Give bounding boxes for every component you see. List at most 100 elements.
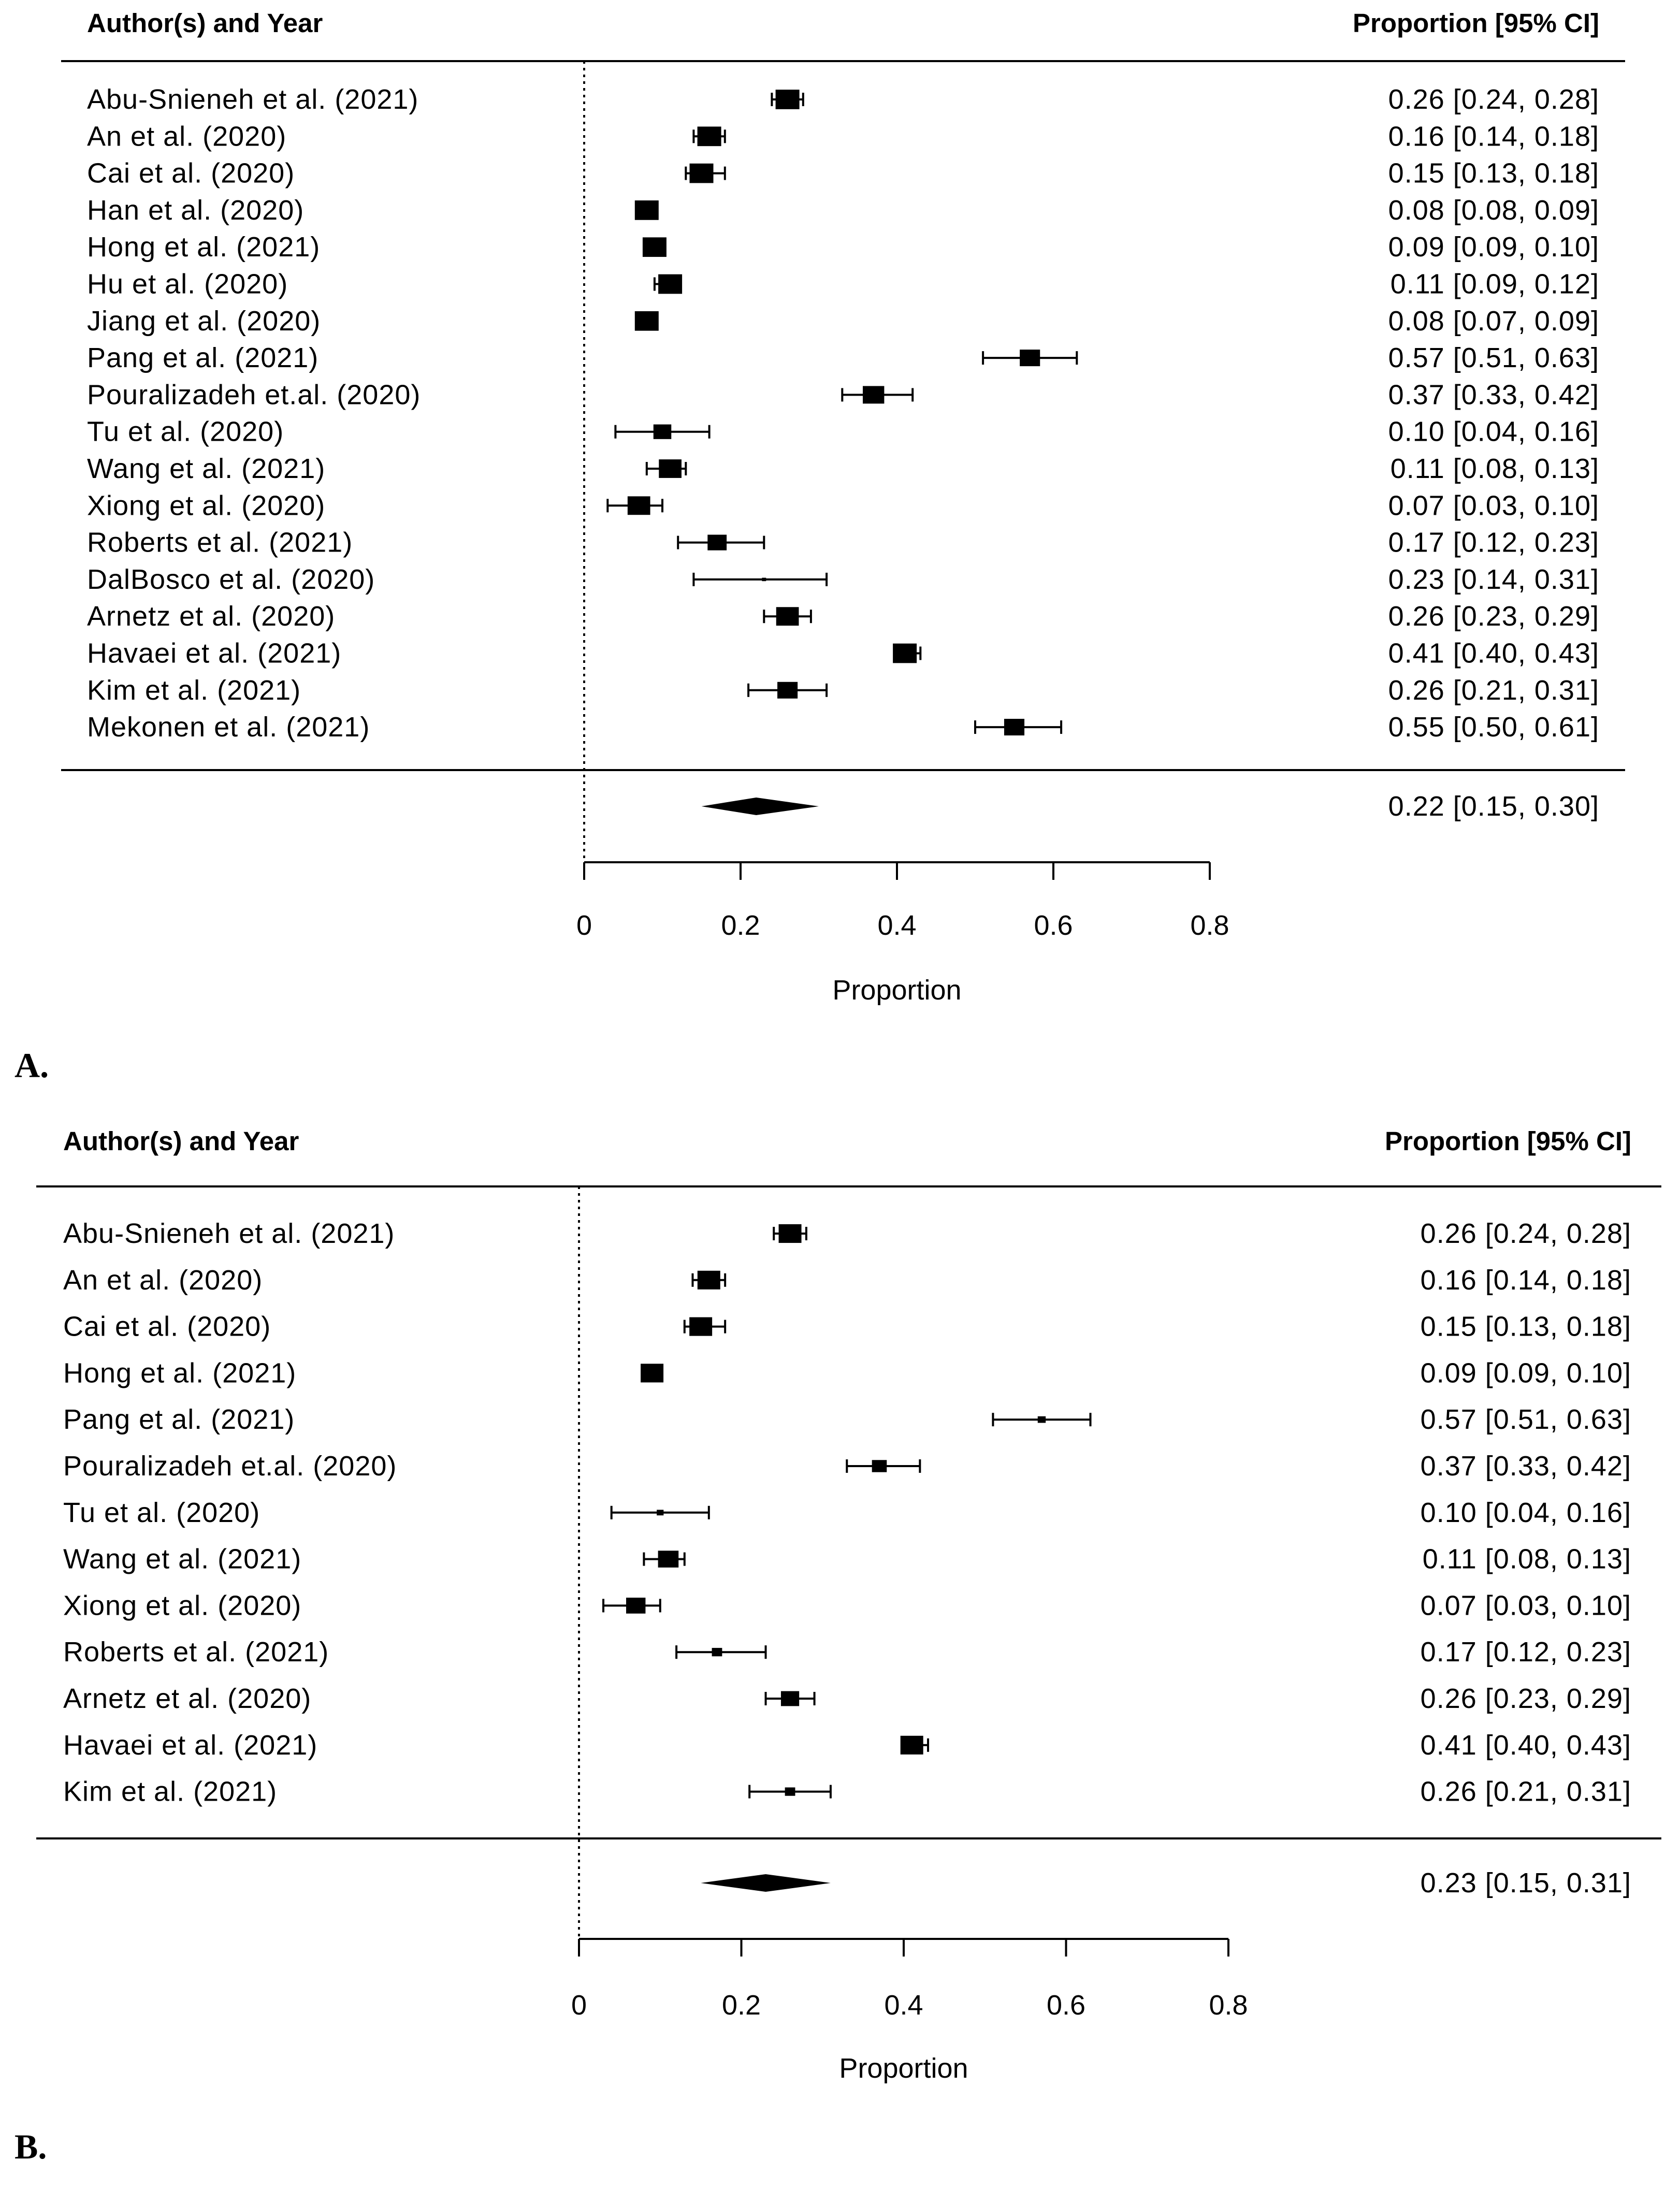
study-ci-text: 0.41 [0.40, 0.43]: [1388, 638, 1599, 669]
study-label: Xiong et al. (2020): [87, 490, 325, 521]
study-label: Hong et al. (2021): [63, 1357, 296, 1388]
study-label: Han et al. (2020): [87, 195, 304, 226]
study-row: Abu-Snieneh et al. (2021) 0.26 [0.24, 0.2…: [63, 1218, 1631, 1249]
study-label: Pouralizadeh et.al. (2020): [87, 379, 421, 410]
study-ci-text: 0.26 [0.24, 0.28]: [1421, 1218, 1631, 1249]
point-estimate-square: [641, 1364, 664, 1383]
study-row: Jiang et al. (2020) 0.08 [0.07, 0.09]: [87, 306, 1599, 337]
study-row: Pouralizadeh et.al. (2020) 0.37 [0.33, 0.…: [63, 1451, 1631, 1482]
study-label: Abu-Snieneh et al. (2021): [63, 1218, 395, 1249]
point-estimate-square: [712, 1648, 722, 1657]
forest-plot-panel-b: Author(s) and Year Proportion [95% CI] Abu…: [15, 1126, 1661, 2166]
point-estimate-square: [658, 274, 683, 294]
study-label: Xiong et al. (2020): [63, 1590, 301, 1621]
study-ci-text: 0.10 [0.04, 0.16]: [1421, 1497, 1631, 1528]
x-axis-title: Proportion: [839, 2053, 968, 2084]
study-row: An et al. (2020) 0.16 [0.14, 0.18]: [63, 1265, 1631, 1296]
study-row: Han et al. (2020) 0.08 [0.08, 0.09]: [87, 195, 1599, 226]
study-row: Arnetz et al. (2020) 0.26 [0.23, 0.29]: [63, 1683, 1631, 1714]
study-label: Roberts et al. (2021): [63, 1636, 329, 1668]
study-row: Hong et al. (2021) 0.09 [0.09, 0.10]: [87, 231, 1599, 263]
study-row: Tu et al. (2020) 0.10 [0.04, 0.16]: [63, 1497, 1631, 1528]
header-proportion-ci: Proportion [95% CI]: [1353, 8, 1599, 38]
study-ci-text: 0.08 [0.07, 0.09]: [1388, 306, 1599, 337]
study-label: Jiang et al. (2020): [87, 306, 321, 337]
study-row: Wang et al. (2021) 0.11 [0.08, 0.13]: [87, 453, 1599, 484]
study-ci-text: 0.37 [0.33, 0.42]: [1421, 1451, 1631, 1482]
point-estimate-square: [776, 607, 799, 626]
point-estimate-square: [778, 1224, 802, 1243]
point-estimate-square: [659, 459, 682, 478]
study-label: Hong et al. (2021): [87, 231, 320, 263]
study-ci-text: 0.41 [0.40, 0.43]: [1421, 1730, 1631, 1761]
x-tick-label: 0.6: [1047, 1990, 1085, 2021]
point-estimate-square: [893, 643, 917, 663]
study-label: DalBosco et al. (2020): [87, 564, 375, 595]
study-label: Arnetz et al. (2020): [63, 1683, 311, 1714]
study-label: Cai et al. (2020): [63, 1311, 271, 1342]
point-estimate-square: [653, 424, 672, 439]
study-ci-text: 0.57 [0.51, 0.63]: [1421, 1404, 1631, 1435]
study-ci-text: 0.08 [0.08, 0.09]: [1388, 195, 1599, 226]
study-ci-text: 0.16 [0.14, 0.18]: [1388, 121, 1599, 152]
study-row: Mekonen et al. (2021) 0.55 [0.50, 0.61]: [87, 712, 1599, 743]
point-estimate-square: [1037, 1416, 1046, 1423]
study-label: Mekonen et al. (2021): [87, 712, 370, 743]
study-row: Hu et al. (2020) 0.11 [0.09, 0.12]: [87, 269, 1599, 300]
study-label: Pouralizadeh et.al. (2020): [63, 1451, 397, 1482]
study-row: Abu-Snieneh et al. (2021) 0.26 [0.24, 0.2…: [87, 84, 1599, 115]
study-row: Tu et al. (2020) 0.10 [0.04, 0.16]: [87, 416, 1599, 447]
study-label: Cai et al. (2020): [87, 158, 295, 189]
point-estimate-square: [697, 1270, 720, 1289]
point-estimate-square: [642, 237, 667, 257]
study-row: Pouralizadeh et.al. (2020) 0.37 [0.33, 0.…: [87, 379, 1599, 410]
header-author-year: Author(s) and Year: [63, 1126, 299, 1156]
study-label: Wang et al. (2021): [87, 453, 325, 484]
study-ci-text: 0.26 [0.23, 0.29]: [1421, 1683, 1631, 1714]
point-estimate-square: [627, 496, 650, 515]
study-row: Pang et al. (2021) 0.57 [0.51, 0.63]: [87, 342, 1599, 373]
study-label: Pang et al. (2021): [63, 1404, 295, 1435]
summary-diamond: [701, 798, 819, 815]
study-label: An et al. (2020): [87, 121, 286, 152]
x-tick-label: 0.4: [884, 1990, 923, 2021]
study-ci-text: 0.16 [0.14, 0.18]: [1421, 1265, 1631, 1296]
study-ci-text: 0.55 [0.50, 0.61]: [1388, 712, 1599, 743]
study-label: Roberts et al. (2021): [87, 527, 353, 558]
study-row: Cai et al. (2020) 0.15 [0.13, 0.18]: [63, 1311, 1631, 1342]
study-label: Arnetz et al. (2020): [87, 601, 335, 632]
study-row: DalBosco et al. (2020) 0.23 [0.14, 0.31]: [87, 564, 1599, 595]
header-proportion-ci: Proportion [95% CI]: [1385, 1126, 1631, 1156]
point-estimate-square: [1004, 719, 1025, 736]
study-label: Tu et al. (2020): [87, 416, 284, 447]
study-ci-text: 0.17 [0.12, 0.23]: [1388, 527, 1599, 558]
point-estimate-square: [689, 163, 714, 183]
x-tick-label: 0.6: [1034, 910, 1073, 941]
study-label: Kim et al. (2021): [63, 1776, 277, 1807]
study-row: Xiong et al. (2020) 0.07 [0.03, 0.10]: [87, 490, 1599, 521]
study-ci-text: 0.11 [0.08, 0.13]: [1391, 453, 1599, 484]
point-estimate-square: [697, 126, 721, 147]
study-ci-text: 0.26 [0.21, 0.31]: [1421, 1776, 1631, 1807]
study-row: Roberts et al. (2021) 0.17 [0.12, 0.23]: [87, 527, 1599, 558]
point-estimate-square: [634, 311, 659, 331]
study-ci-text: 0.11 [0.08, 0.13]: [1423, 1544, 1631, 1575]
point-estimate-square: [626, 1598, 646, 1614]
summary-ci-text: 0.23 [0.15, 0.31]: [1421, 1867, 1631, 1899]
study-row: Roberts et al. (2021) 0.17 [0.12, 0.23]: [63, 1636, 1631, 1668]
study-ci-text: 0.15 [0.13, 0.18]: [1421, 1311, 1631, 1342]
x-tick-label: 0.2: [721, 910, 760, 941]
study-ci-text: 0.07 [0.03, 0.10]: [1388, 490, 1599, 521]
study-row: Pang et al. (2021) 0.57 [0.51, 0.63]: [63, 1404, 1631, 1435]
study-row: Havaei et al. (2021) 0.41 [0.40, 0.43]: [63, 1730, 1631, 1761]
study-row: An et al. (2020) 0.16 [0.14, 0.18]: [87, 121, 1599, 152]
study-ci-text: 0.23 [0.14, 0.31]: [1388, 564, 1599, 595]
summary-ci-text: 0.22 [0.15, 0.30]: [1388, 791, 1599, 822]
x-tick-label: 0: [576, 910, 592, 941]
panel-letter: B.: [15, 2127, 47, 2166]
study-label: Havaei et al. (2021): [87, 638, 341, 669]
study-label: Kim et al. (2021): [87, 675, 301, 706]
study-row: Kim et al. (2021) 0.26 [0.21, 0.31]: [87, 675, 1599, 706]
